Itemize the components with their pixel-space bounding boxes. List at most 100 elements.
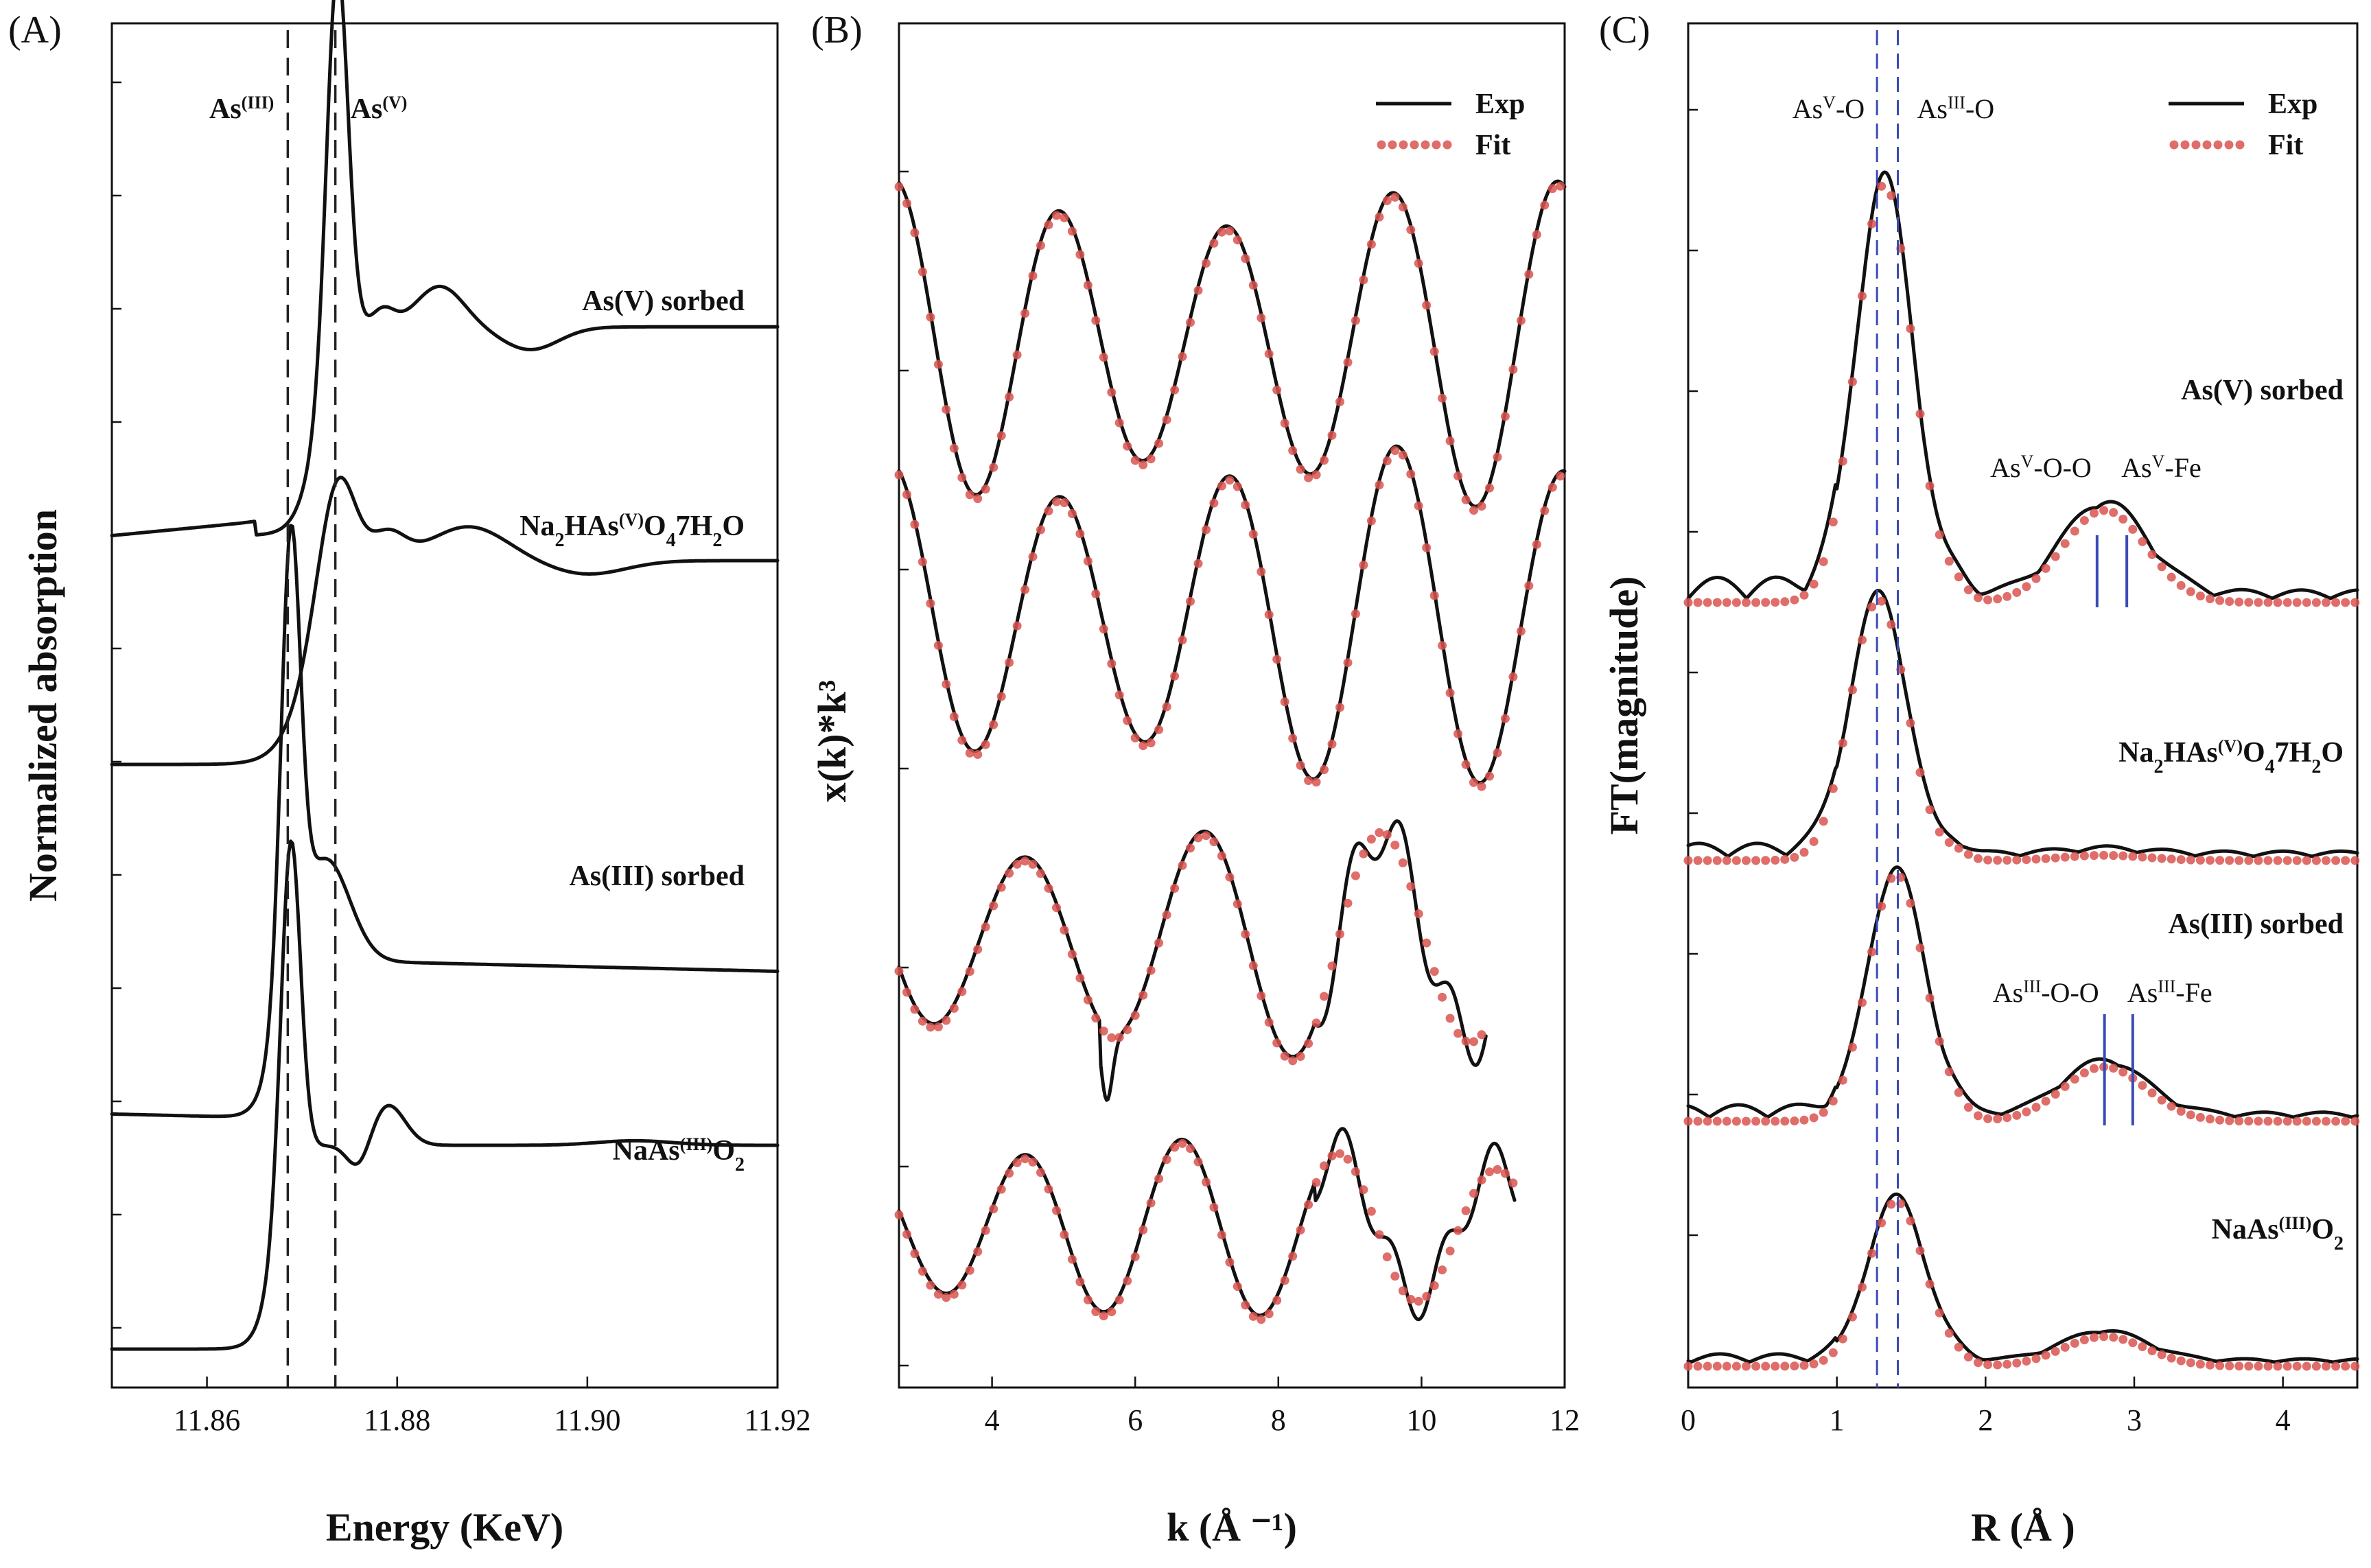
fit-point-b	[981, 740, 990, 749]
fit-point-b	[926, 598, 935, 608]
fit-point-b	[1366, 834, 1376, 844]
fit-point-c	[1819, 557, 1828, 566]
fit-point-c	[2186, 855, 2195, 865]
fit-point-c	[1983, 595, 1993, 605]
legend-fit-dot-c	[2224, 140, 2234, 150]
fit-point-c	[1963, 850, 1973, 859]
fit-point-c	[2079, 1335, 2089, 1344]
shell-label-c: AsIII-Fe	[2127, 976, 2212, 1009]
series-line-a	[110, 524, 780, 1119]
fit-point-b	[1264, 1018, 1274, 1027]
fit-point-c	[1974, 1358, 1983, 1368]
fit-point-b	[1233, 235, 1242, 245]
fit-point-c	[1887, 1200, 1896, 1209]
x-tick-label-c: 0	[1681, 1403, 1696, 1437]
fit-point-c	[2322, 1361, 2331, 1371]
fit-point-c	[2292, 1116, 2302, 1126]
fit-point-c	[2341, 856, 2350, 865]
fit-point-b	[1343, 358, 1353, 367]
fit-point-b	[1044, 220, 1053, 230]
reference-label-c: AsIII-O	[1917, 93, 1995, 125]
fit-point-c	[2292, 598, 2302, 607]
fit-point-b	[1186, 596, 1195, 606]
exp-line-c	[1686, 1192, 2359, 1364]
fit-point-c	[1915, 409, 1925, 419]
fit-point-b	[1028, 552, 1038, 561]
fit-point-c	[1693, 1361, 1703, 1371]
fit-point-c	[1867, 602, 1877, 611]
series-label-c: As(III) sorbed	[2168, 909, 2344, 940]
fit-point-c	[2002, 856, 2012, 865]
fit-point-b	[918, 557, 927, 567]
fit-point-c	[2051, 552, 2060, 561]
legend-fit-label-b: Fit	[1475, 130, 1510, 161]
fit-point-b	[1359, 849, 1368, 858]
fit-point-b	[1193, 285, 1203, 295]
fit-point-c	[1693, 1116, 1703, 1126]
series-label-c: Na2HAs(V)O47H2O	[2118, 736, 2344, 777]
fit-point-b	[1099, 353, 1108, 362]
fit-point-b	[1202, 525, 1211, 535]
fit-point-b	[1375, 828, 1384, 837]
fit-point-c	[2176, 581, 2186, 590]
fit-point-b	[1154, 725, 1164, 734]
fit-point-c	[2012, 587, 2022, 597]
fit-point-c	[2263, 598, 2273, 607]
fit-point-c	[1944, 1067, 1954, 1077]
fit-point-c	[1731, 856, 1741, 865]
fit-point-c	[2090, 508, 2099, 518]
legend-fit-dot-b	[1377, 140, 1386, 150]
fit-point-b	[1186, 318, 1195, 327]
fit-point-c	[1935, 530, 1944, 539]
fit-point-b	[894, 966, 904, 976]
shell-label-c: AsV-Fe	[2121, 452, 2201, 484]
fit-point-b	[1398, 1286, 1408, 1296]
fit-point-b	[918, 267, 927, 277]
fit-point-b	[1493, 452, 1502, 462]
fit-point-b	[1556, 471, 1565, 481]
fit-point-c	[1944, 557, 1954, 566]
fit-point-c	[1925, 993, 1935, 1003]
legend-exp-label-b: Exp	[1475, 89, 1525, 120]
fit-point-b	[1508, 672, 1518, 681]
fit-point-b	[1390, 446, 1400, 456]
fit-point-b	[1445, 1014, 1455, 1023]
fit-point-b	[1154, 438, 1164, 448]
fit-point-c	[1838, 1075, 1847, 1085]
fit-point-c	[1780, 854, 1790, 864]
fit-point-c	[2263, 1116, 2273, 1126]
fit-point-b	[1217, 851, 1226, 861]
x-tick-label-b: 4	[985, 1403, 1000, 1437]
legend-fit-dot-b	[1410, 140, 1419, 150]
fit-point-b	[1036, 869, 1045, 878]
fit-point-c	[1703, 1116, 1712, 1126]
fit-point-c	[2051, 1090, 2060, 1099]
fit-point-c	[2302, 856, 2311, 865]
fit-point-b	[1540, 506, 1550, 515]
fit-point-b	[1202, 831, 1211, 841]
fit-point-b	[1320, 456, 1329, 465]
fit-point-b	[989, 1204, 998, 1214]
fit-point-c	[1761, 1361, 1771, 1371]
plot-frame-b	[898, 22, 1566, 1389]
fit-point-c	[2099, 850, 2109, 860]
panel-letter-c: (C)	[1599, 9, 1650, 51]
fit-point-c	[2002, 1359, 2012, 1369]
fit-point-c	[2234, 856, 2244, 865]
fit-point-b	[1304, 776, 1313, 785]
fit-point-b	[1429, 1281, 1439, 1290]
fit-point-b	[1359, 275, 1368, 285]
fit-point-c	[2186, 1358, 2195, 1368]
fit-point-b	[973, 945, 983, 954]
fit-point-b	[965, 490, 974, 500]
fit-point-b	[1398, 858, 1408, 867]
fit-point-c	[2041, 1350, 2051, 1360]
fit-point-c	[1712, 856, 1722, 865]
fit-point-b	[1248, 281, 1258, 290]
legend-fit-dot-b	[1388, 140, 1397, 150]
fit-point-b	[1114, 418, 1124, 428]
fit-point-b	[1241, 254, 1250, 264]
fit-point-c	[2322, 598, 2331, 607]
fit-point-c	[2031, 854, 2041, 864]
fit-point-c	[2128, 524, 2138, 534]
